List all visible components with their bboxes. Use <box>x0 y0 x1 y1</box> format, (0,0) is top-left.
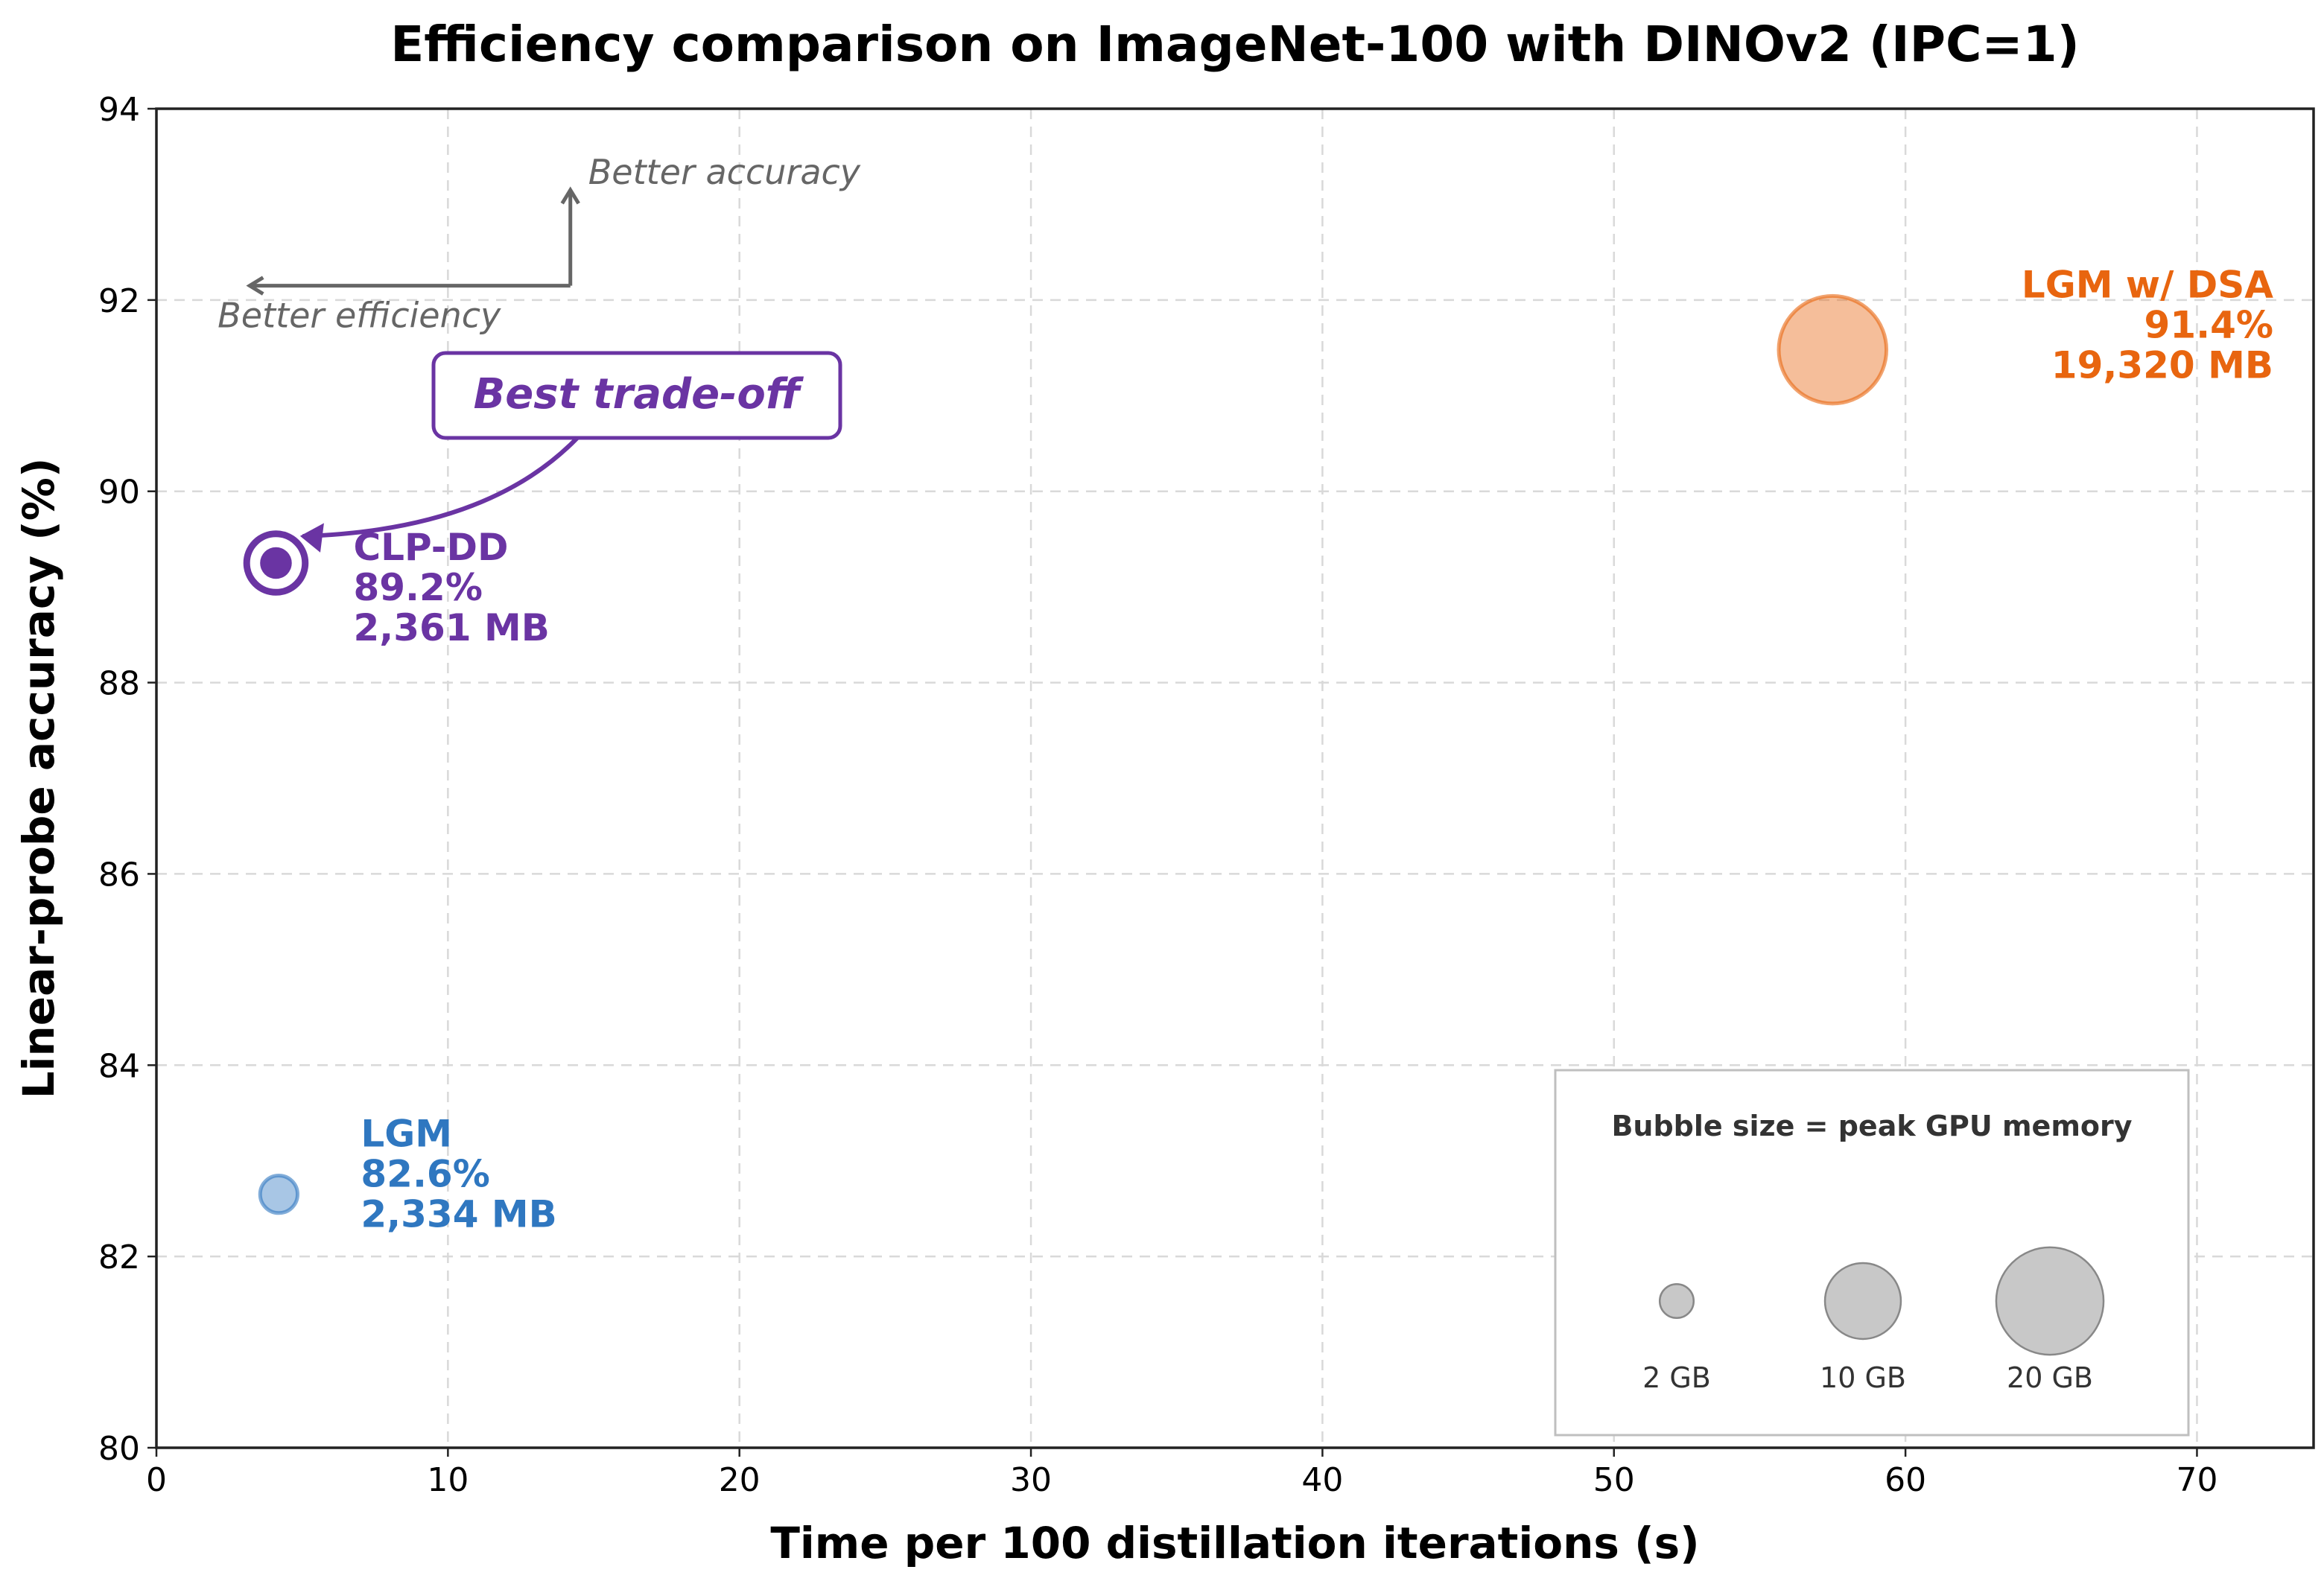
best-tradeoff-label: Best trade-off <box>474 370 804 419</box>
point-label-lgm-w-dsa: LGM w/ DSA <box>2022 264 2273 307</box>
best-tradeoff-arrow <box>302 436 580 539</box>
better-accuracy-arrow-head <box>560 186 580 205</box>
tick-layer: 0 10 20 30 40 50 60 70 80 82 84 86 88 90 92 94 <box>98 91 2217 1499</box>
point-label-lgm-w-dsa: 19,320 MB <box>2051 344 2273 387</box>
point-clp-dd <box>260 547 292 579</box>
y-tick-label: 84 <box>98 1047 140 1085</box>
best-tradeoff-box <box>431 351 842 440</box>
direction-hints: Better accuracy Better efficiency <box>218 152 861 335</box>
size-legend-bubble <box>1658 1282 1695 1320</box>
x-tick-label: 30 <box>1010 1461 1052 1499</box>
size-legend-label: 20 GB <box>2007 1361 2093 1394</box>
grid-layer <box>156 109 2314 1448</box>
point-label-lgm: 2,334 MB <box>361 1193 556 1236</box>
point-lgm-w-dsa <box>1777 293 1889 406</box>
point-label-clp-dd: CLP-DD <box>353 526 508 569</box>
size-legend-bubble <box>1995 1246 2105 1356</box>
point-lgm <box>258 1174 299 1215</box>
better-efficiency-arrow-head <box>246 276 264 296</box>
size-legend-label: 2 GB <box>1642 1361 1711 1394</box>
point-label-lgm: LGM <box>361 1113 452 1156</box>
x-tick-label: 10 <box>427 1461 469 1499</box>
plot-frame <box>155 107 2315 1449</box>
better-efficiency-label: Better efficiency <box>218 296 501 336</box>
size-legend: Bubble size = peak GPU memory 2 GB 10 GB 20… <box>1554 1069 2190 1437</box>
point-label-clp-dd: 2,361 MB <box>353 606 549 649</box>
x-tick-label: 40 <box>1301 1461 1343 1499</box>
x-axis-label: Time per 100 distillation iterations (s) <box>770 1518 1699 1568</box>
y-tick-label: 92 <box>98 282 140 320</box>
x-tick-label: 60 <box>1885 1461 1926 1499</box>
y-tick-label: 88 <box>98 665 140 703</box>
y-tick-label: 90 <box>98 474 140 512</box>
y-tick-label: 86 <box>98 856 140 894</box>
y-tick-label: 94 <box>98 91 140 129</box>
best-tradeoff-arrowhead <box>299 523 324 553</box>
y-tick-label: 80 <box>98 1430 140 1468</box>
size-legend-label: 10 GB <box>1820 1361 1906 1394</box>
y-axis-label: Linear-probe accuracy (%) <box>13 458 64 1099</box>
size-legend-bubble <box>1823 1262 1902 1341</box>
x-tick-label: 20 <box>719 1461 761 1499</box>
point-label-lgm-w-dsa: 91.4% <box>2144 304 2273 347</box>
y-tick-label: 82 <box>98 1238 140 1276</box>
x-tick-label: 0 <box>146 1461 167 1499</box>
x-tick-label: 70 <box>2176 1461 2217 1499</box>
chart-title: Efficiency comparison on ImageNet-100 wi… <box>390 16 2080 73</box>
size-legend-box <box>1554 1069 2190 1437</box>
point-label-lgm: 82.6% <box>361 1153 489 1196</box>
better-accuracy-label: Better accuracy <box>588 152 861 192</box>
point-label-clp-dd: 89.2% <box>353 566 482 609</box>
x-tick-label: 50 <box>1593 1461 1635 1499</box>
size-legend-title: Bubble size = peak GPU memory <box>1611 1110 2132 1142</box>
